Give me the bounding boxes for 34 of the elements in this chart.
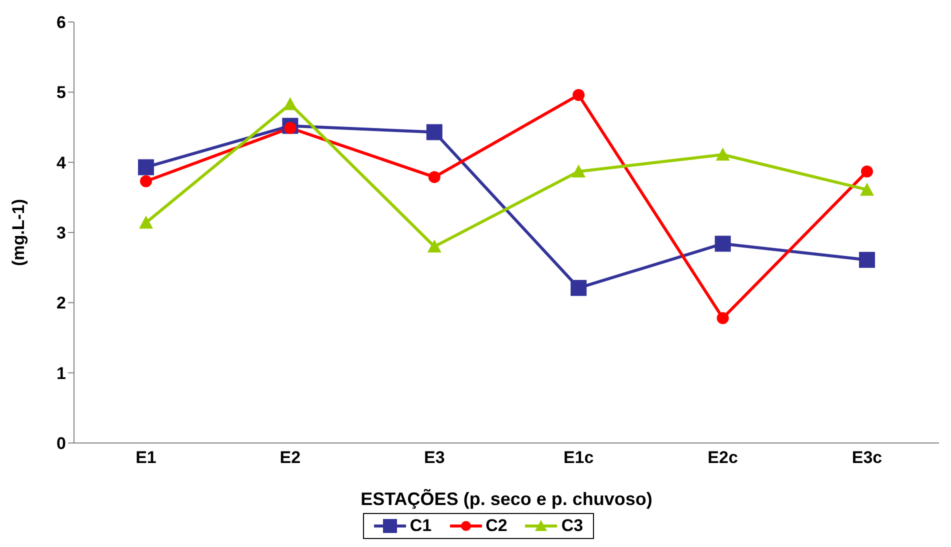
point (427, 240, 442, 253)
point (283, 97, 298, 110)
point (139, 216, 153, 229)
x-tick-label: E1c (563, 448, 594, 468)
point (570, 280, 587, 296)
point (714, 236, 731, 252)
point (716, 148, 730, 161)
point (860, 182, 874, 196)
point (716, 312, 729, 324)
y-tick-label: 0 (56, 434, 66, 454)
y-tick-label: 5 (56, 83, 66, 102)
y-tick-label: 2 (56, 294, 66, 313)
point (861, 165, 873, 178)
point (426, 124, 442, 140)
y-tick-label: 1 (56, 364, 66, 383)
point (572, 88, 585, 101)
x-axis-title: ESTAÇÕES (p. seco e p. chuvoso) (360, 488, 652, 509)
x-tick-label: E3c (852, 448, 882, 468)
x-tick-label: E2c (708, 448, 738, 468)
point (140, 175, 152, 188)
point (138, 159, 154, 176)
x-tick-label: E2 (280, 448, 301, 468)
point (572, 164, 586, 178)
x-tick-label: E3 (424, 448, 445, 468)
y-axis-title: (mg.L-1) (9, 198, 28, 266)
legend-label: C1 (408, 516, 432, 536)
y-tick-label: 6 (56, 13, 66, 32)
point (428, 171, 440, 184)
x-tick-label: E1 (136, 448, 156, 468)
legend-label: C3 (560, 516, 584, 536)
point (859, 252, 875, 268)
y-tick-label: 3 (56, 224, 66, 243)
legend-label: C2 (484, 516, 508, 536)
y-tick-label: 4 (56, 153, 67, 172)
